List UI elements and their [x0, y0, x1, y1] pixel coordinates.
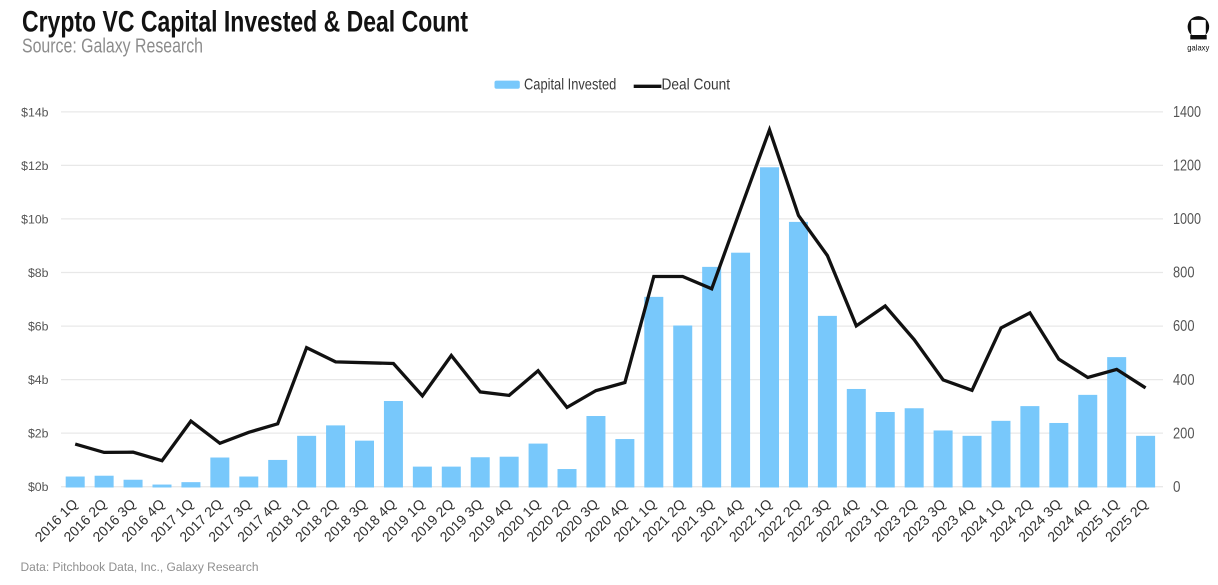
svg-text:1200: 1200 [1173, 158, 1201, 175]
svg-text:Source: Galaxy Research: Source: Galaxy Research [22, 36, 203, 58]
svg-text:$8b: $8b [28, 266, 49, 280]
svg-text:800: 800 [1173, 265, 1195, 282]
svg-text:Crypto VC Capital Invested & D: Crypto VC Capital Invested & Deal Count [22, 6, 468, 39]
svg-text:$12b: $12b [21, 159, 49, 173]
svg-text:Deal Count: Deal Count [662, 77, 731, 94]
svg-text:$10b: $10b [21, 212, 49, 226]
svg-text:0: 0 [1173, 479, 1181, 496]
svg-text:600: 600 [1173, 318, 1195, 335]
svg-text:1000: 1000 [1173, 211, 1201, 228]
svg-text:$14b: $14b [21, 105, 49, 119]
svg-text:$0b: $0b [28, 480, 49, 494]
svg-text:1400: 1400 [1173, 104, 1201, 121]
svg-text:galaxy: galaxy [1187, 42, 1210, 52]
svg-text:Capital Invested: Capital Invested [524, 77, 616, 94]
svg-text:$4b: $4b [28, 373, 49, 387]
svg-text:Data: Pitchbook Data, Inc., Ga: Data: Pitchbook Data, Inc., Galaxy Resea… [21, 560, 259, 574]
svg-text:400: 400 [1173, 372, 1195, 389]
svg-text:$6b: $6b [28, 319, 49, 333]
svg-text:$2b: $2b [28, 427, 49, 441]
svg-text:200: 200 [1173, 425, 1195, 442]
